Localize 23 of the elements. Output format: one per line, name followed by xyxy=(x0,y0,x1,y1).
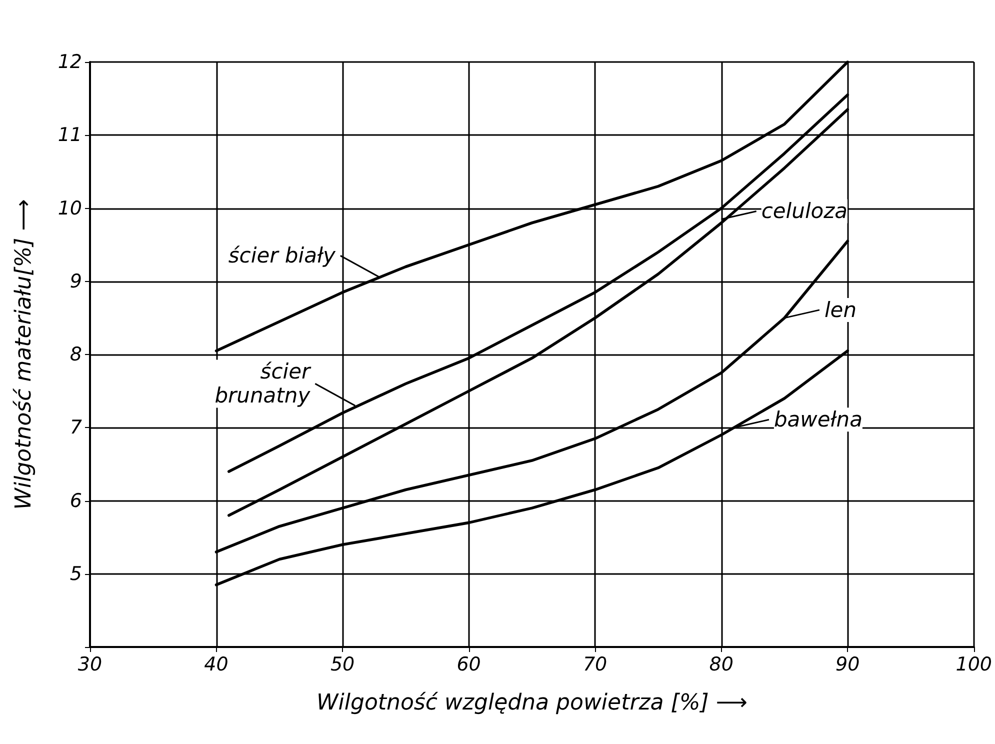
y-axis-title: Wilgotność materiału[%] ⟶ xyxy=(12,199,36,510)
x-tick-label: 100 xyxy=(956,654,992,676)
annotation: ścier brunatny xyxy=(214,360,312,408)
x-axis-title: Wilgotność względna powietrza [%] ⟶ xyxy=(316,690,748,716)
annotation: ścier biały xyxy=(228,244,336,268)
y-tick-label: 8 xyxy=(70,344,82,366)
y-tick-label: 11 xyxy=(58,124,82,146)
x-tick-label: 70 xyxy=(582,654,608,676)
y-tick-label: 9 xyxy=(70,270,82,292)
annotation: celuloza xyxy=(761,199,848,224)
x-tick-label: 40 xyxy=(204,654,228,676)
y-tick-label: 5 xyxy=(70,562,82,585)
y-tick-label: 6 xyxy=(70,490,82,512)
x-tick-label: 30 xyxy=(78,654,102,676)
x-tick-label: 80 xyxy=(709,654,734,676)
annotation: len xyxy=(824,298,857,322)
y-tick-label: 12 xyxy=(58,51,82,73)
x-tick-label: 90 xyxy=(836,654,860,676)
annotation: bawełna xyxy=(774,408,862,432)
x-tick-label: 60 xyxy=(456,654,481,676)
x-tick-label: 50 xyxy=(330,654,355,676)
y-tick-label: 7 xyxy=(70,416,82,439)
y-tick-label: 10 xyxy=(58,197,82,220)
